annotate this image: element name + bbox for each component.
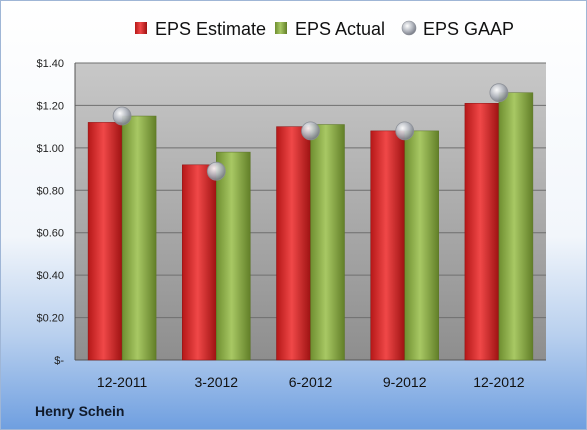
legend-swatch	[135, 22, 147, 34]
legend-label: EPS Estimate	[155, 19, 266, 39]
y-tick-label: $0.80	[36, 185, 64, 197]
bar-eps-estimate	[464, 103, 500, 361]
x-tick-label: 6-2012	[289, 374, 333, 390]
y-tick-label: $-	[54, 355, 64, 367]
marker-eps-gaap	[395, 121, 415, 141]
company-label: Henry Schein	[35, 403, 125, 419]
y-tick-label: $0.40	[36, 270, 64, 282]
y-tick-label: $0.20	[36, 313, 64, 325]
legend-swatch	[275, 22, 287, 34]
x-tick-label: 9-2012	[383, 374, 427, 390]
bar-eps-actual	[216, 151, 251, 361]
bar-eps-estimate	[87, 122, 123, 361]
legend-label: EPS Actual	[295, 19, 385, 39]
y-tick-label: $1.20	[36, 100, 64, 112]
marker-eps-gaap	[112, 106, 132, 126]
bar-eps-estimate	[182, 164, 217, 361]
x-tick-label: 3-2012	[195, 374, 239, 390]
marker-eps-gaap	[489, 83, 509, 103]
x-tick-label: 12-2012	[473, 374, 525, 390]
y-tick-label: $1.00	[36, 143, 64, 155]
bar-eps-actual	[121, 115, 157, 361]
marker-eps-gaap	[206, 161, 226, 181]
marker-eps-gaap	[301, 121, 320, 141]
bar-eps-estimate	[370, 130, 405, 361]
legend-label: EPS GAAP	[423, 19, 514, 39]
bar-eps-estimate	[276, 126, 311, 361]
x-tick-label: 12-2011	[97, 374, 148, 390]
y-tick-label: $1.40	[36, 58, 64, 70]
y-tick-label: $0.60	[36, 228, 64, 240]
bar-eps-actual	[404, 130, 439, 361]
bar-eps-actual	[310, 124, 345, 361]
bar-eps-actual	[498, 92, 534, 361]
legend-swatch	[401, 20, 417, 36]
